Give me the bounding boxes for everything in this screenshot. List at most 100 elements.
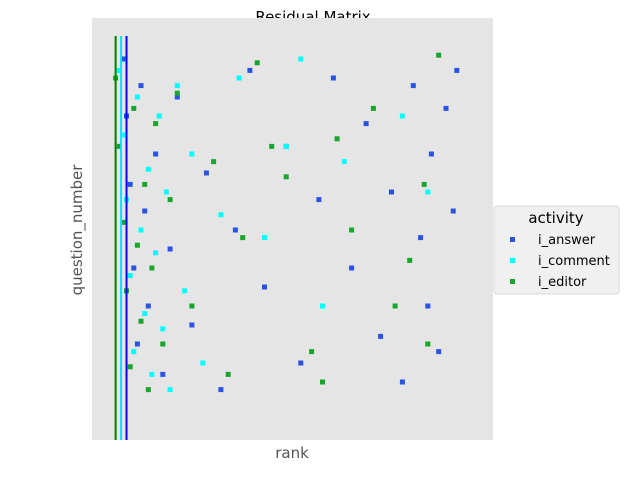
point-i_editor <box>120 219 126 225</box>
point-i_answer <box>134 341 140 347</box>
point-i_editor <box>309 349 315 355</box>
point-i_answer <box>330 75 336 81</box>
point-i_comment <box>262 235 267 241</box>
point-i_editor <box>425 341 431 347</box>
point-i_editor <box>407 257 413 263</box>
series-i_editor <box>113 52 442 393</box>
point-i_comment <box>145 166 151 172</box>
point-i_answer <box>418 235 424 241</box>
point-i_answer <box>399 379 405 385</box>
point-i_answer <box>127 181 133 187</box>
point-i_comment <box>127 273 133 279</box>
point-i_comment <box>131 349 137 355</box>
point-i_comment <box>120 132 126 138</box>
point-i_editor <box>167 197 173 203</box>
point-i_editor <box>392 303 398 309</box>
point-i_answer <box>425 303 431 309</box>
point-i_answer <box>262 284 267 290</box>
point-i_answer <box>316 197 322 203</box>
point-i_editor <box>370 105 376 111</box>
point-i_editor <box>283 174 289 180</box>
point-i_editor <box>334 136 340 142</box>
point-i_comment <box>399 113 405 119</box>
legend-title: activity <box>528 209 583 227</box>
point-i_comment <box>167 387 173 393</box>
point-i_comment <box>153 250 159 256</box>
plot-area <box>92 18 493 440</box>
point-i_comment <box>283 143 289 149</box>
point-i_editor <box>160 341 166 347</box>
point-i_editor <box>269 143 275 149</box>
point-i_answer <box>142 208 148 214</box>
point-i_answer <box>378 333 384 339</box>
point-i_editor <box>254 60 260 66</box>
point-i_comment <box>138 227 144 233</box>
point-i_comment <box>298 56 304 62</box>
point-i_comment <box>160 326 166 332</box>
point-i_comment <box>341 159 347 165</box>
point-i_editor <box>142 181 148 187</box>
point-i_comment <box>142 311 148 317</box>
point-i_editor <box>153 121 159 127</box>
point-i_editor <box>349 227 355 233</box>
point-i_editor <box>436 52 442 58</box>
point-i_editor <box>211 159 217 165</box>
point-i_comment <box>134 94 140 100</box>
point-i_comment <box>149 371 155 377</box>
point-i_answer <box>218 387 224 393</box>
point-i_answer <box>298 360 304 366</box>
point-i_answer <box>145 303 151 309</box>
legend-box <box>493 205 620 295</box>
point-i_comment <box>200 360 206 366</box>
point-i_comment <box>163 189 169 195</box>
point-i_editor <box>134 242 140 248</box>
point-i_editor <box>189 303 195 309</box>
point-i_comment <box>116 67 122 73</box>
point-i_editor <box>225 371 231 377</box>
point-i_answer <box>174 94 180 100</box>
point-i_answer <box>189 322 195 328</box>
point-i_editor <box>421 181 427 187</box>
point-i_comment <box>156 113 162 119</box>
legend-label-i_editor: i_editor <box>538 275 587 290</box>
legend: activity i_answer i_comment i_editor <box>493 205 620 295</box>
vertical-lines <box>114 36 128 440</box>
point-i_comment <box>182 288 188 294</box>
point-i_answer <box>167 246 173 252</box>
point-i_answer <box>410 83 416 89</box>
point-i_comment <box>320 303 325 309</box>
point-i_answer <box>138 83 144 89</box>
point-i_editor <box>240 235 246 241</box>
point-i_editor <box>127 364 133 370</box>
series-i_comment <box>116 56 431 393</box>
point-i_answer <box>454 67 460 73</box>
point-i_editor <box>138 318 144 324</box>
point-i_comment <box>174 83 180 89</box>
point-i_answer <box>428 151 434 157</box>
point-i_answer <box>131 265 137 271</box>
legend-label-i_answer: i_answer <box>538 233 596 248</box>
legend-marker-i_comment <box>510 258 515 263</box>
point-i_answer <box>363 121 369 127</box>
point-i_editor <box>149 265 155 271</box>
y-axis-label: question_number <box>68 164 87 296</box>
point-i_editor <box>145 387 151 393</box>
legend-label-i_comment: i_comment <box>538 254 610 269</box>
point-i_answer <box>232 227 238 233</box>
point-i_answer <box>436 349 442 355</box>
x-axis-label: rank <box>275 444 309 462</box>
legend-marker-i_answer <box>510 237 515 242</box>
point-i_answer <box>247 67 253 73</box>
point-i_answer <box>120 56 126 62</box>
point-i_comment <box>425 189 431 195</box>
point-i_answer <box>349 265 355 271</box>
point-i_comment <box>236 75 242 81</box>
point-i_editor <box>116 143 122 149</box>
point-i_editor <box>320 379 325 385</box>
point-i_answer <box>203 170 209 176</box>
point-i_answer <box>153 151 159 157</box>
point-i_editor <box>174 90 180 96</box>
point-i_editor <box>131 105 137 111</box>
point-i_answer <box>450 208 456 214</box>
